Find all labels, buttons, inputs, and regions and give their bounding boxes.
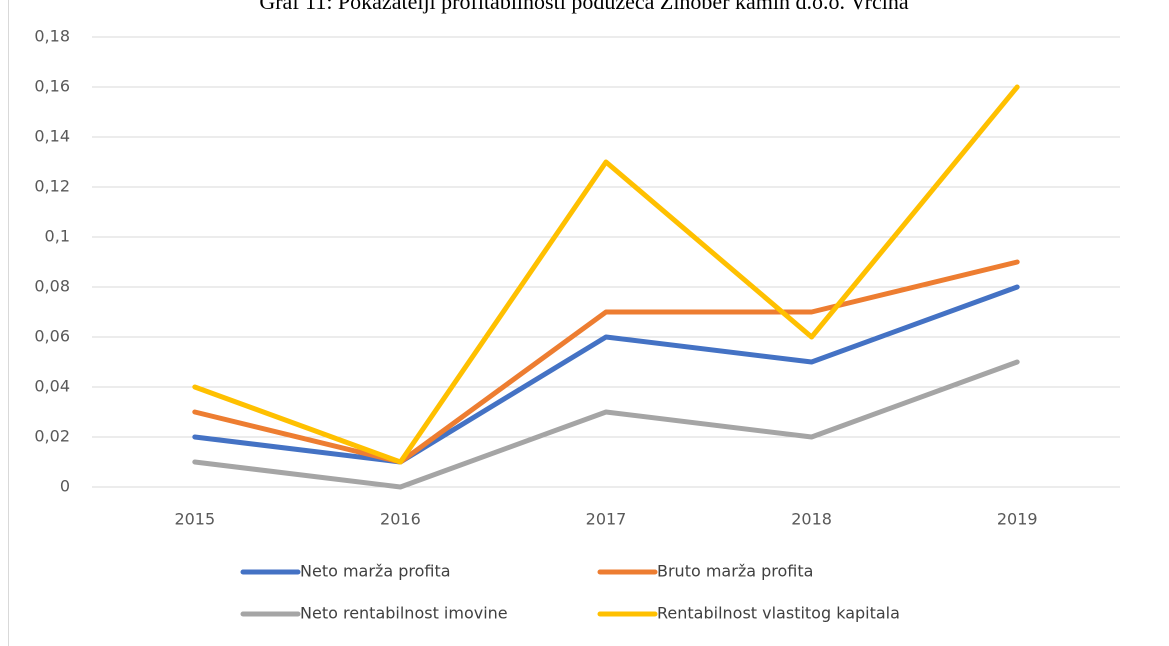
series-line: [192, 259, 1020, 465]
y-tick-label: 0,12: [34, 177, 70, 196]
x-tick-label: 2017: [586, 510, 627, 529]
chart-title: Graf 11: Pokazatelji profitabilnosti pod…: [259, 0, 909, 14]
y-tick-label: 0,14: [34, 127, 70, 146]
x-tick-label: 2016: [380, 510, 421, 529]
y-tick-label: 0,04: [34, 377, 70, 396]
y-tick-label: 0,1: [45, 227, 70, 246]
y-tick-label: 0,02: [34, 427, 70, 446]
legend-label: Rentabilnost vlastitog kapitala: [657, 604, 900, 623]
y-tick-label: 0,06: [34, 327, 70, 346]
series-line: [192, 284, 1020, 465]
x-tick-label: 2018: [791, 510, 832, 529]
chart-border: [8, 0, 9, 646]
legend-label: Bruto marža profita: [657, 562, 813, 581]
y-tick-label: 0,18: [34, 27, 70, 46]
series-line: [192, 359, 1020, 490]
legend-label: Neto rentabilnost imovine: [300, 604, 508, 623]
series-line: [192, 84, 1020, 465]
y-tick-label: 0,16: [34, 77, 70, 96]
x-tick-label: 2019: [997, 510, 1038, 529]
y-tick-label: 0: [60, 477, 70, 496]
legend-label: Neto marža profita: [300, 562, 451, 581]
x-tick-label: 2015: [174, 510, 215, 529]
y-tick-label: 0,08: [34, 277, 70, 296]
